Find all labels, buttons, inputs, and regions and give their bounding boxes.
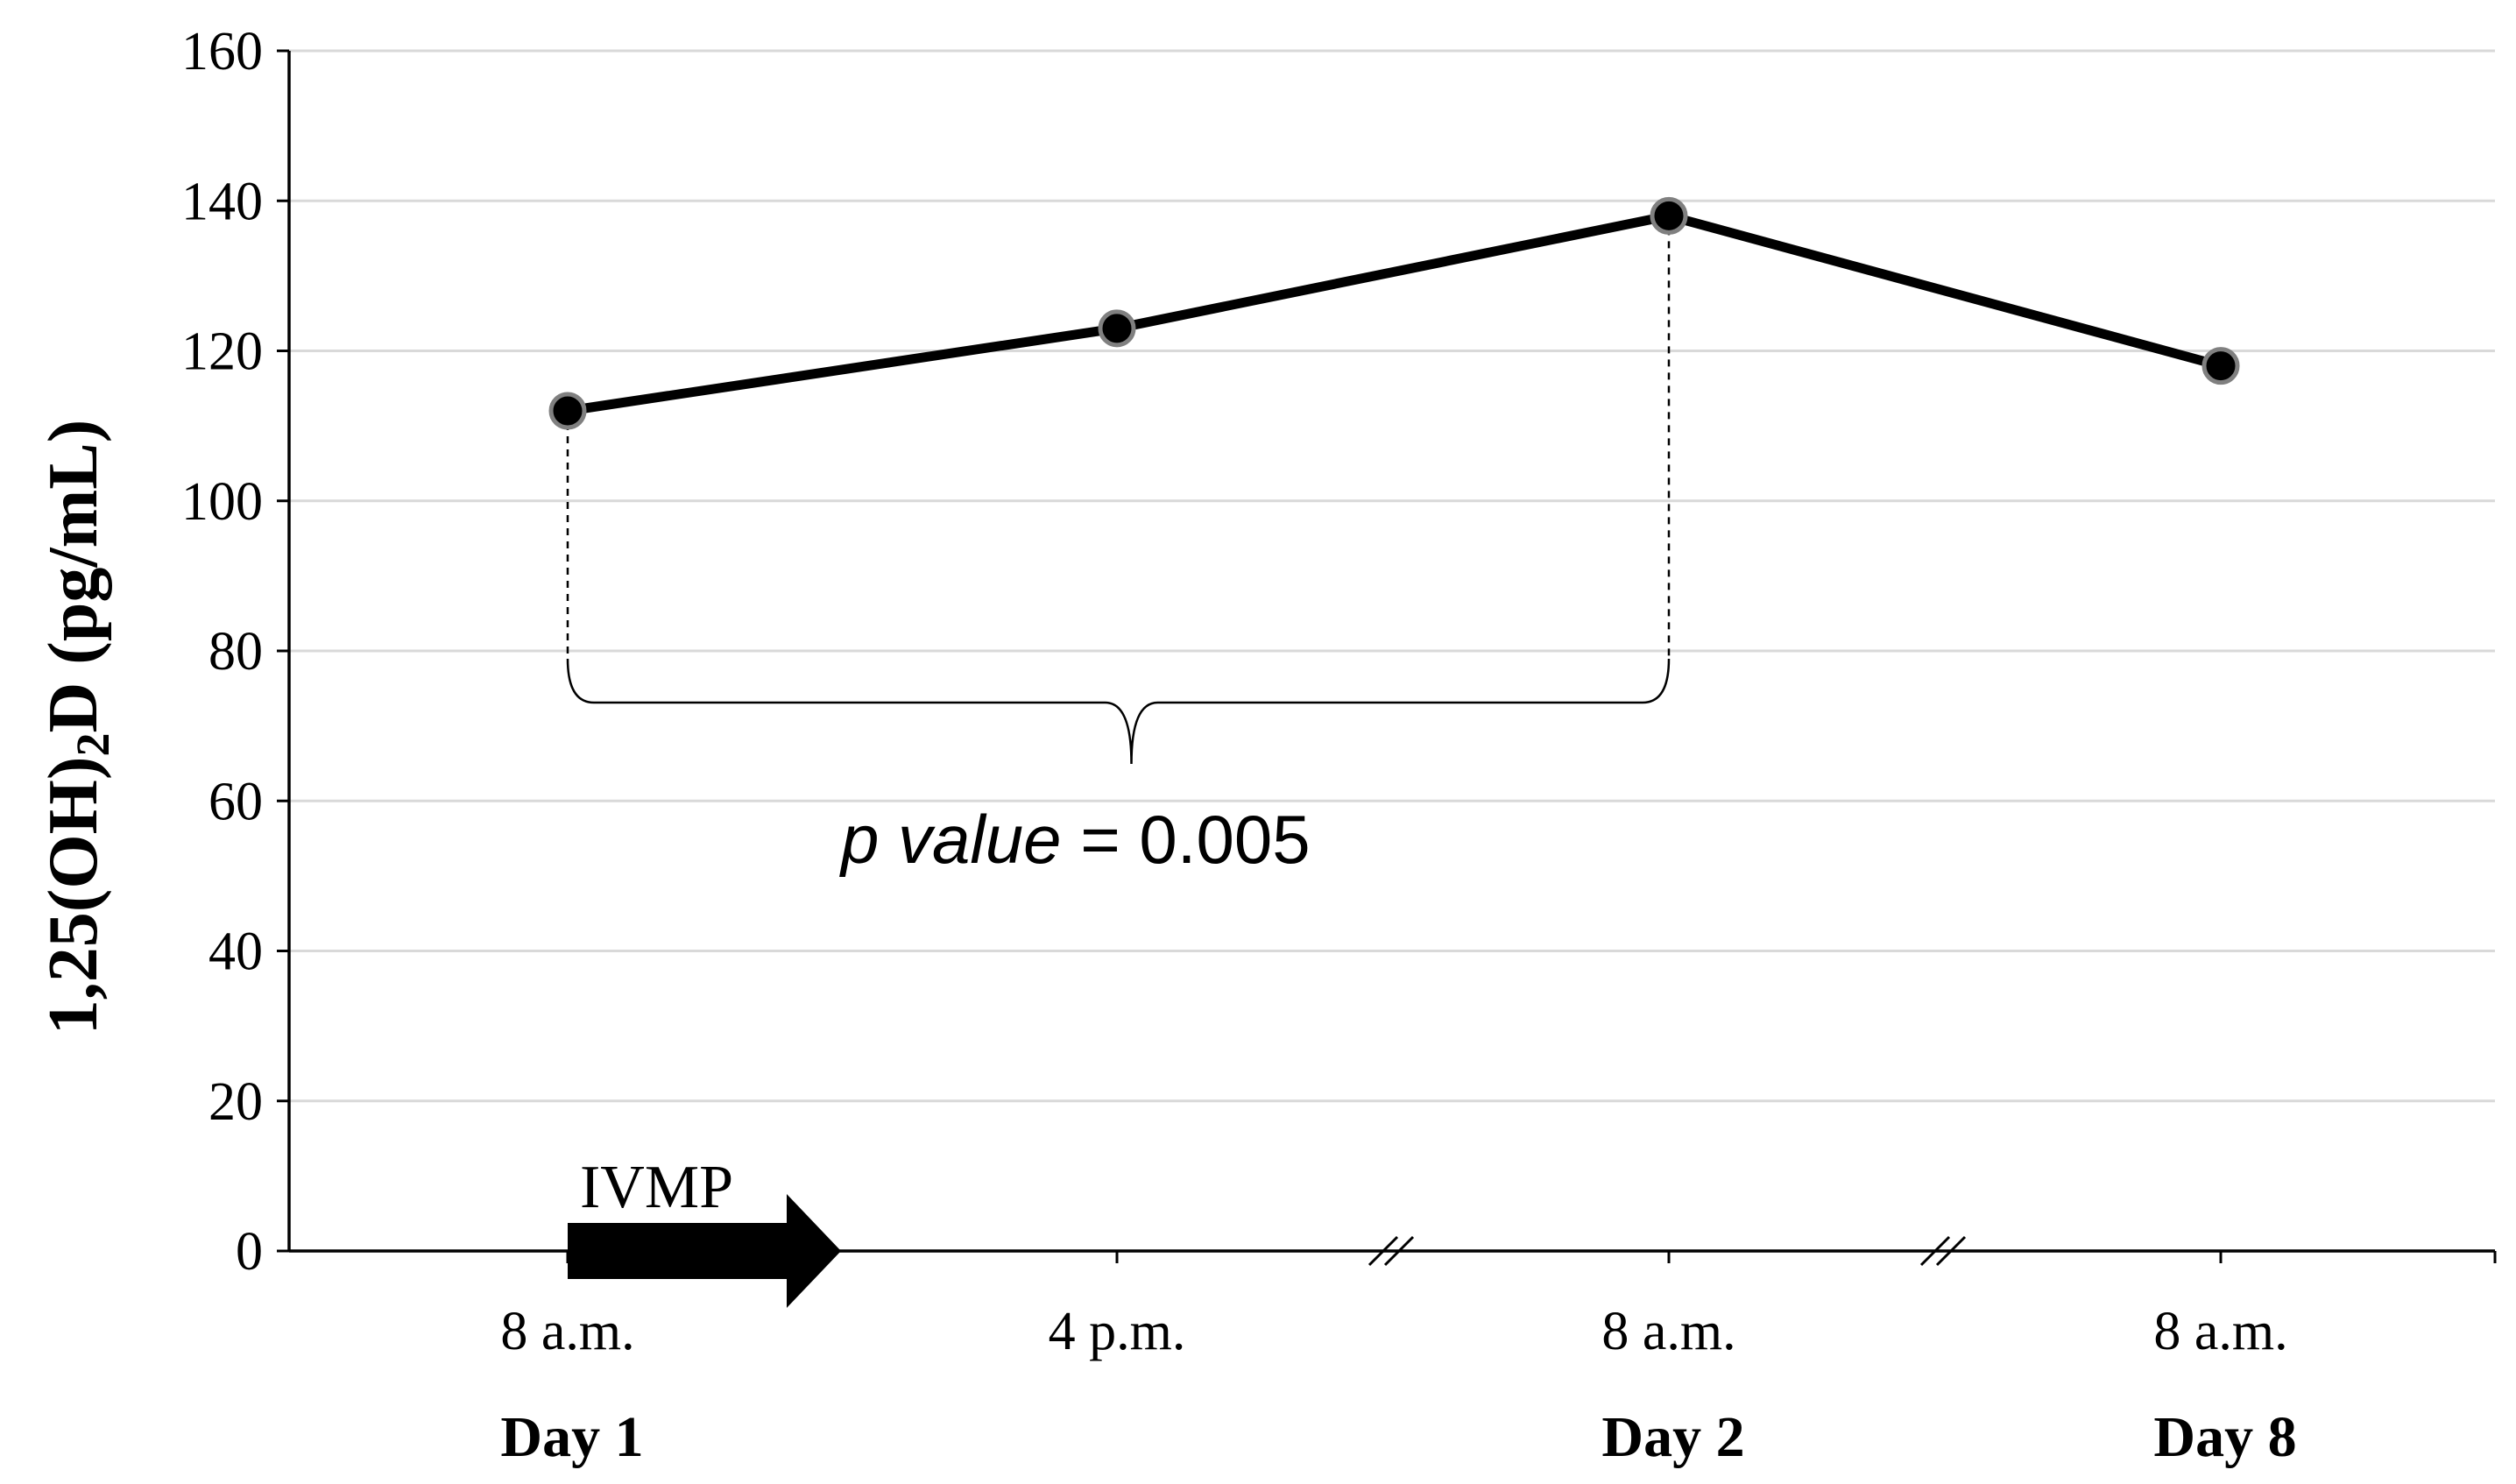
y-tick-label: 140 xyxy=(181,172,263,231)
x-tick-label: 8 a.m. xyxy=(1601,1302,1735,1361)
gridlines xyxy=(289,49,2495,1103)
annotations: p value = 0.005 IVMP xyxy=(566,658,1671,1308)
day-label: Day 8 xyxy=(2153,1405,2296,1469)
significance-brace xyxy=(566,658,1671,765)
axis-break-mark xyxy=(1383,1235,1415,1267)
y-tick-label: 60 xyxy=(208,772,263,831)
day-label: Day 2 xyxy=(1601,1405,1744,1469)
day-label: Day 1 xyxy=(500,1405,643,1469)
ivmp-label: IVMP xyxy=(580,1154,733,1221)
y-tick-label: 80 xyxy=(208,622,263,682)
y-tick-label: 20 xyxy=(208,1072,263,1132)
data-point xyxy=(2202,347,2240,385)
axis-break-mark xyxy=(1919,1235,1951,1267)
y-tick-label: 40 xyxy=(208,922,263,982)
y-tick-label: 120 xyxy=(181,322,263,382)
y-tick-label: 160 xyxy=(181,22,263,81)
axis-break-mark xyxy=(1368,1235,1399,1267)
y-axis-label: 1,25(OH)2D (pg/mL) xyxy=(35,420,119,1035)
data-point xyxy=(1650,196,1688,235)
y-axis-label-suffix: D (pg/mL) xyxy=(35,420,112,733)
y-tick-labels: 0 20 40 60 80 100 120 140 160 xyxy=(181,22,263,1282)
x-tick-labels: 8 a.m. Day 1 4 p.m. 8 a.m. Day 2 8 a.m. Day 8 xyxy=(500,1302,2296,1469)
y-tick-label: 100 xyxy=(181,472,263,532)
data-point xyxy=(1098,309,1136,348)
axes xyxy=(277,49,2497,1267)
y-axis-label-prefix: 1,25(OH) xyxy=(35,757,112,1035)
p-value-rest: = 0.005 xyxy=(1062,801,1311,878)
data-point xyxy=(548,392,587,430)
series xyxy=(548,196,2240,659)
p-value-annotation: p value = 0.005 xyxy=(839,801,1311,878)
x-tick-label: 4 p.m. xyxy=(1049,1302,1186,1361)
p-value-italic: p value xyxy=(839,801,1062,878)
y-tick-label: 0 xyxy=(236,1222,263,1282)
x-tick-label: 8 a.m. xyxy=(500,1302,634,1361)
x-tick-label: 8 a.m. xyxy=(2153,1302,2287,1361)
axis-break-mark xyxy=(1935,1235,1967,1267)
ivmp-arrow-icon xyxy=(568,1194,841,1308)
y-axis-label-subscript: 2 xyxy=(67,733,119,757)
series-line xyxy=(567,210,2223,416)
